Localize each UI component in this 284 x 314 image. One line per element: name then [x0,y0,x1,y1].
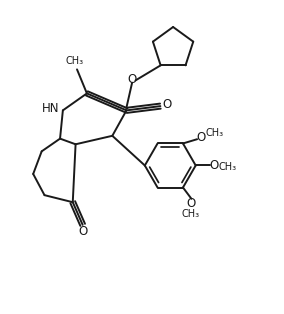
Text: CH₃: CH₃ [205,128,223,138]
Text: O: O [162,99,171,111]
Text: O: O [197,131,206,144]
Text: O: O [79,225,88,238]
Text: HN: HN [42,102,60,115]
Text: CH₃: CH₃ [182,209,200,219]
Text: CH₃: CH₃ [66,57,84,67]
Text: O: O [128,73,137,86]
Text: CH₃: CH₃ [219,162,237,172]
Text: O: O [209,159,219,172]
Text: O: O [187,197,196,209]
